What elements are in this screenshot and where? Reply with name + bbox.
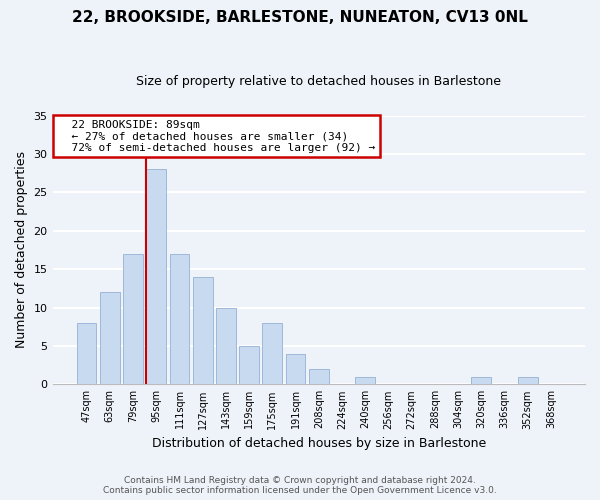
Bar [146, 170, 166, 384]
Y-axis label: Number of detached properties: Number of detached properties [15, 152, 28, 348]
Text: Contains HM Land Registry data © Crown copyright and database right 2024.
Contai: Contains HM Land Registry data © Crown c… [103, 476, 497, 495]
Bar [100, 292, 119, 384]
Bar [77, 323, 97, 384]
Bar [286, 354, 305, 384]
Text: 22, BROOKSIDE, BARLESTONE, NUNEATON, CV13 0NL: 22, BROOKSIDE, BARLESTONE, NUNEATON, CV1… [72, 10, 528, 25]
Title: Size of property relative to detached houses in Barlestone: Size of property relative to detached ho… [136, 75, 501, 88]
Bar [472, 376, 491, 384]
X-axis label: Distribution of detached houses by size in Barlestone: Distribution of detached houses by size … [152, 437, 486, 450]
Bar [262, 323, 282, 384]
Bar [309, 369, 329, 384]
Bar [170, 254, 190, 384]
Bar [216, 308, 236, 384]
Bar [355, 376, 375, 384]
Bar [193, 277, 212, 384]
Bar [123, 254, 143, 384]
Bar [518, 376, 538, 384]
Text: 22 BROOKSIDE: 89sqm
  ← 27% of detached houses are smaller (34)
  72% of semi-de: 22 BROOKSIDE: 89sqm ← 27% of detached ho… [58, 120, 375, 153]
Bar [239, 346, 259, 385]
